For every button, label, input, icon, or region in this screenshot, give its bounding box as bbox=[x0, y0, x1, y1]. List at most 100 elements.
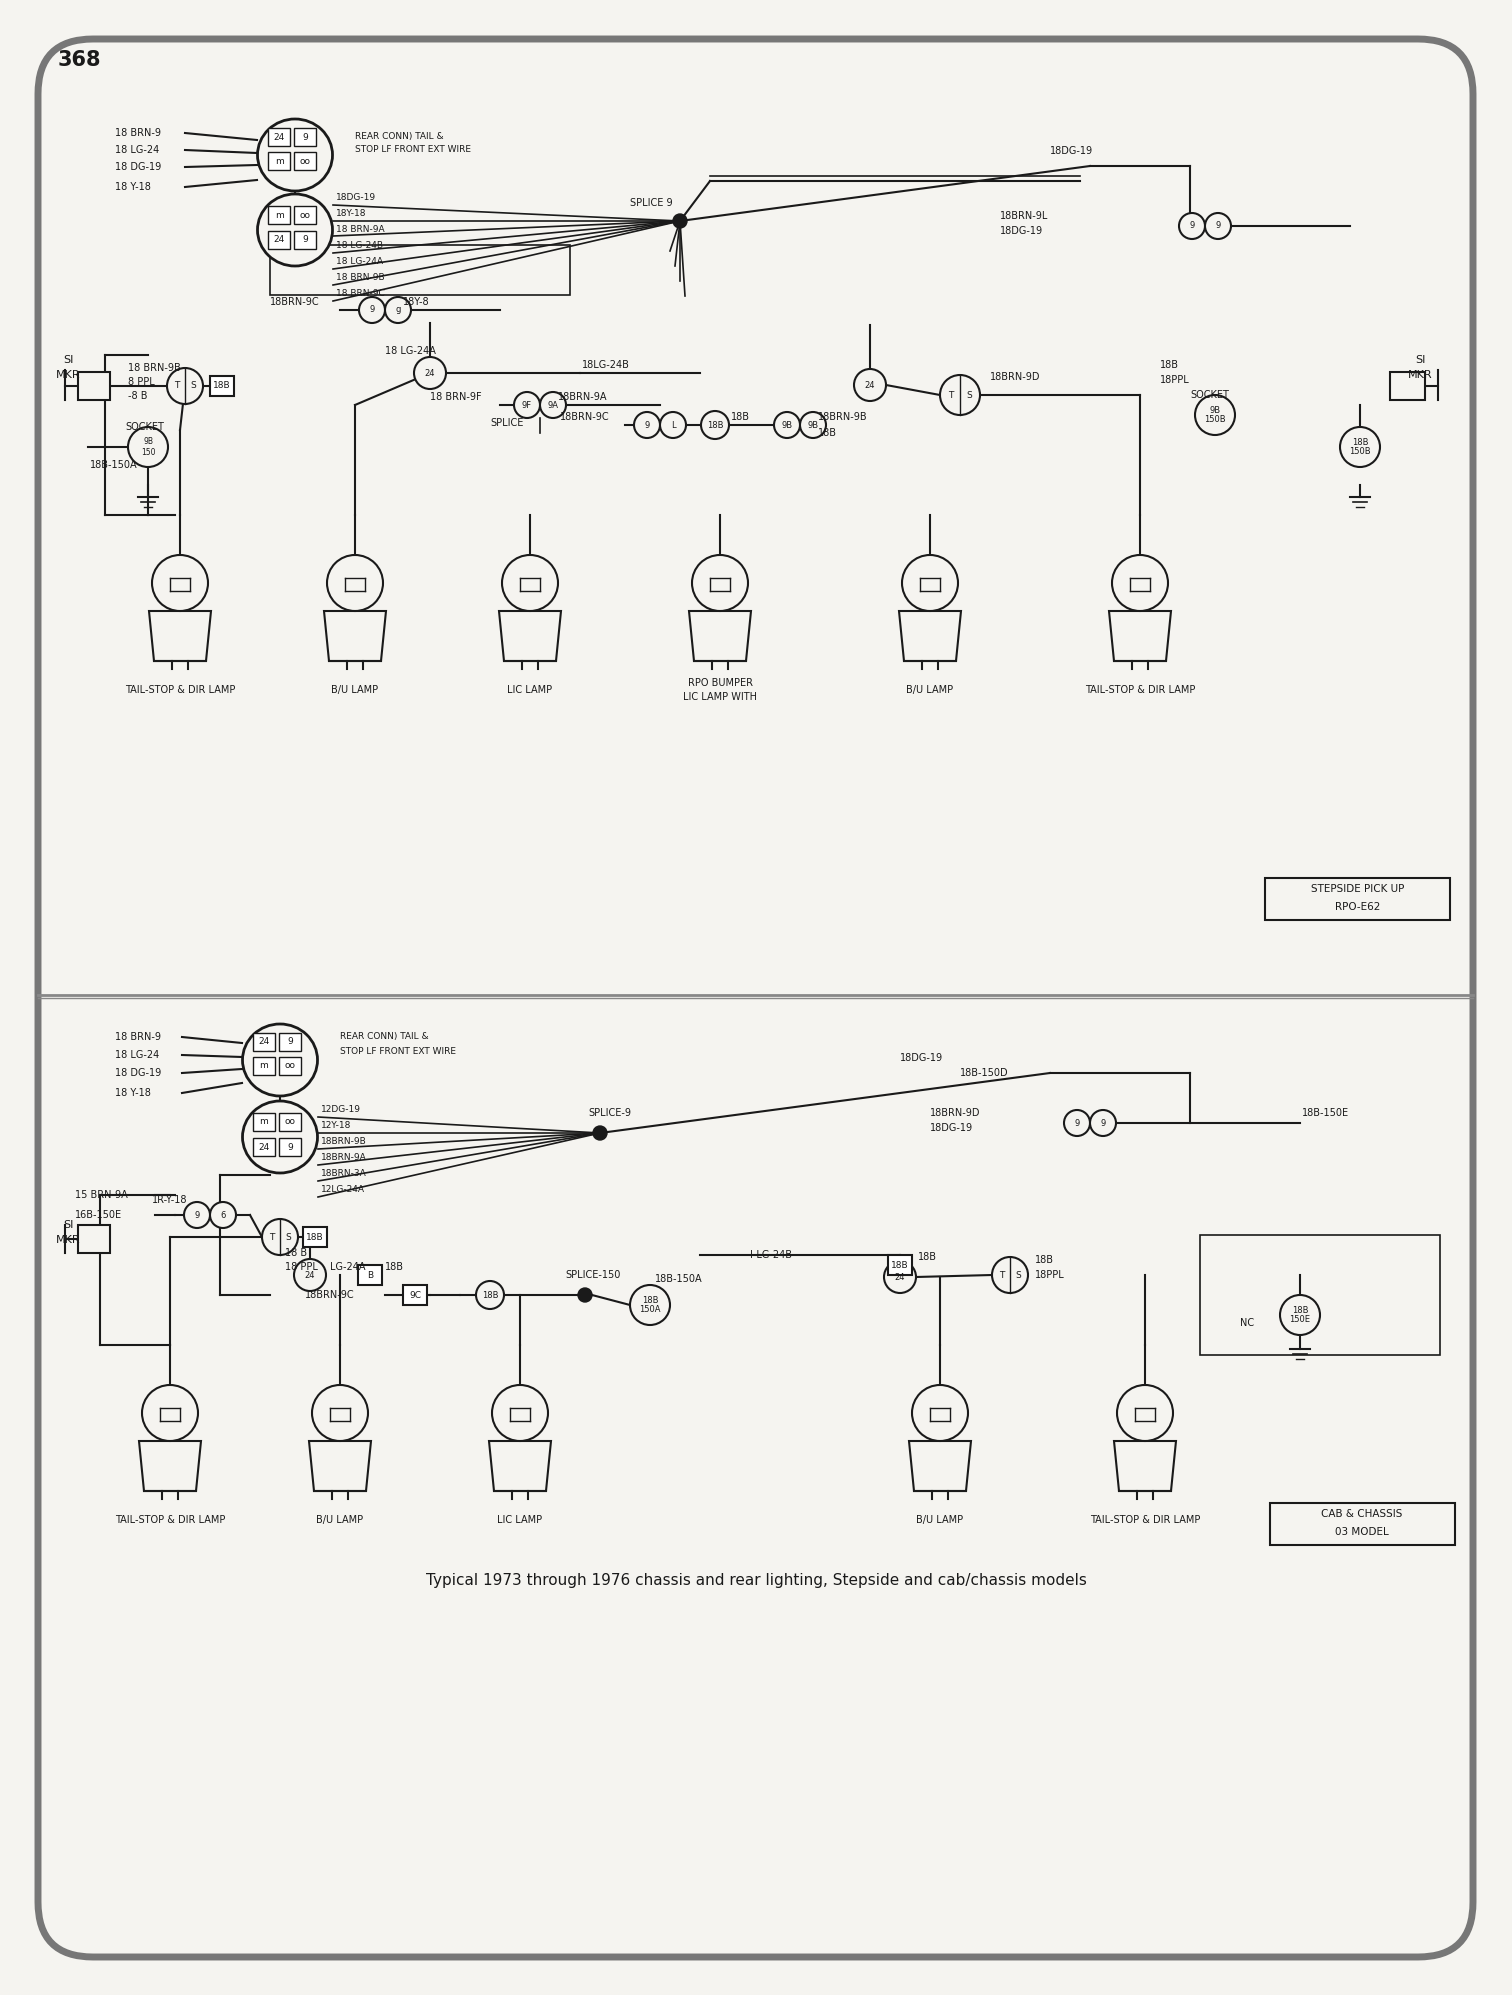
Text: 18B: 18B bbox=[1036, 1255, 1054, 1265]
Text: 9: 9 bbox=[287, 1037, 293, 1047]
Text: 18BRN-3A: 18BRN-3A bbox=[321, 1169, 367, 1179]
Polygon shape bbox=[150, 610, 212, 660]
Text: 18 LG-24A: 18 LG-24A bbox=[336, 257, 383, 267]
Text: 18B: 18B bbox=[818, 429, 838, 439]
Bar bbox=[271, 245, 570, 295]
Circle shape bbox=[854, 369, 886, 401]
Text: 9: 9 bbox=[195, 1211, 200, 1219]
Text: T: T bbox=[948, 391, 954, 399]
Circle shape bbox=[578, 1289, 593, 1303]
Circle shape bbox=[262, 1219, 298, 1255]
Text: 18DG-19: 18DG-19 bbox=[900, 1053, 943, 1063]
Polygon shape bbox=[1114, 1440, 1176, 1490]
Circle shape bbox=[903, 555, 959, 610]
Text: CAB & CHASSIS: CAB & CHASSIS bbox=[1321, 1508, 1403, 1518]
Text: B/U LAMP: B/U LAMP bbox=[906, 684, 954, 694]
Bar bbox=[268, 205, 290, 223]
Text: 18B: 18B bbox=[1160, 359, 1179, 369]
Circle shape bbox=[912, 1385, 968, 1440]
Text: oo: oo bbox=[299, 211, 310, 219]
Text: 9B: 9B bbox=[807, 421, 818, 429]
Polygon shape bbox=[308, 1440, 370, 1490]
Circle shape bbox=[210, 1203, 236, 1229]
Text: 18 B: 18 B bbox=[284, 1249, 307, 1259]
Text: 18BRN-9D: 18BRN-9D bbox=[990, 371, 1040, 381]
Circle shape bbox=[414, 357, 446, 389]
Text: 18B-150A: 18B-150A bbox=[655, 1275, 703, 1285]
Circle shape bbox=[692, 555, 748, 610]
Circle shape bbox=[885, 1261, 916, 1293]
Text: TAIL-STOP & DIR LAMP: TAIL-STOP & DIR LAMP bbox=[1090, 1514, 1201, 1524]
Text: 18B: 18B bbox=[386, 1263, 404, 1273]
Text: 9B
150: 9B 150 bbox=[141, 437, 156, 457]
Text: 18 Y-18: 18 Y-18 bbox=[115, 182, 151, 192]
Text: 18DG-19: 18DG-19 bbox=[1049, 146, 1093, 156]
Text: RPO-E62: RPO-E62 bbox=[1335, 902, 1380, 912]
Text: 18 Y-18: 18 Y-18 bbox=[115, 1087, 151, 1097]
Text: B/U LAMP: B/U LAMP bbox=[316, 1514, 363, 1524]
Text: SOCKET: SOCKET bbox=[1190, 389, 1229, 401]
Text: 18B: 18B bbox=[706, 421, 723, 429]
Text: 18BRN-9B: 18BRN-9B bbox=[818, 413, 868, 423]
Text: 18Y-18: 18Y-18 bbox=[336, 209, 366, 219]
Text: m: m bbox=[260, 1117, 268, 1127]
Text: 18B-150E: 18B-150E bbox=[1302, 1107, 1349, 1117]
Ellipse shape bbox=[242, 1101, 318, 1173]
Circle shape bbox=[476, 1281, 503, 1309]
Polygon shape bbox=[900, 610, 962, 660]
Polygon shape bbox=[499, 610, 561, 660]
Text: S: S bbox=[966, 391, 972, 399]
Bar bbox=[358, 1265, 383, 1285]
Circle shape bbox=[514, 391, 540, 419]
Circle shape bbox=[129, 427, 168, 467]
Bar bbox=[268, 128, 290, 146]
Text: 18B
150A: 18B 150A bbox=[640, 1295, 661, 1315]
Text: 18B
150B: 18B 150B bbox=[1349, 437, 1371, 457]
Text: 18B: 18B bbox=[482, 1291, 499, 1299]
Text: 12LG-24A: 12LG-24A bbox=[321, 1185, 364, 1195]
Circle shape bbox=[491, 1385, 547, 1440]
Circle shape bbox=[311, 1385, 367, 1440]
Bar bbox=[293, 205, 316, 223]
Text: SPLICE-9: SPLICE-9 bbox=[588, 1107, 631, 1117]
Text: B/U LAMP: B/U LAMP bbox=[916, 1514, 963, 1524]
Text: 18DG-19: 18DG-19 bbox=[336, 194, 376, 203]
Circle shape bbox=[774, 413, 800, 439]
Circle shape bbox=[166, 367, 203, 405]
Text: SOCKET: SOCKET bbox=[125, 423, 163, 433]
Text: 18BRN-9C: 18BRN-9C bbox=[305, 1291, 355, 1301]
Circle shape bbox=[1205, 213, 1231, 239]
Polygon shape bbox=[488, 1440, 550, 1490]
Bar bbox=[280, 1113, 301, 1131]
Text: 18B: 18B bbox=[891, 1261, 909, 1269]
Text: 24: 24 bbox=[865, 381, 875, 389]
Text: 18B: 18B bbox=[213, 381, 231, 391]
Text: 18BRN-9L: 18BRN-9L bbox=[999, 211, 1048, 221]
Circle shape bbox=[673, 213, 686, 227]
Text: 18B
150E: 18B 150E bbox=[1290, 1305, 1311, 1325]
Bar bbox=[79, 371, 110, 401]
Text: 18BRN-9A: 18BRN-9A bbox=[558, 391, 608, 403]
Bar bbox=[1270, 1502, 1455, 1544]
Text: 18 DG-19: 18 DG-19 bbox=[115, 1067, 162, 1077]
Bar bbox=[210, 375, 234, 395]
Text: 18DG-19: 18DG-19 bbox=[999, 225, 1043, 235]
Text: 24: 24 bbox=[274, 235, 284, 245]
Bar bbox=[280, 1057, 301, 1075]
Text: 9: 9 bbox=[1101, 1119, 1105, 1127]
Text: REAR CONN) TAIL &: REAR CONN) TAIL & bbox=[340, 1033, 428, 1041]
Circle shape bbox=[634, 413, 661, 439]
Text: B/U LAMP: B/U LAMP bbox=[331, 684, 378, 694]
Text: 9C: 9C bbox=[410, 1291, 420, 1299]
Text: oo: oo bbox=[299, 156, 310, 166]
Text: 9F: 9F bbox=[522, 401, 532, 409]
Circle shape bbox=[661, 413, 686, 439]
Text: 9: 9 bbox=[1075, 1119, 1080, 1127]
Circle shape bbox=[1090, 1109, 1116, 1135]
Text: 18LG-24B: 18LG-24B bbox=[582, 359, 631, 369]
Ellipse shape bbox=[257, 194, 333, 265]
Text: LIC LAMP: LIC LAMP bbox=[508, 684, 552, 694]
Text: MKR: MKR bbox=[1408, 369, 1432, 379]
Text: 368: 368 bbox=[57, 50, 101, 70]
Text: 18BRN-9C: 18BRN-9C bbox=[271, 297, 319, 307]
